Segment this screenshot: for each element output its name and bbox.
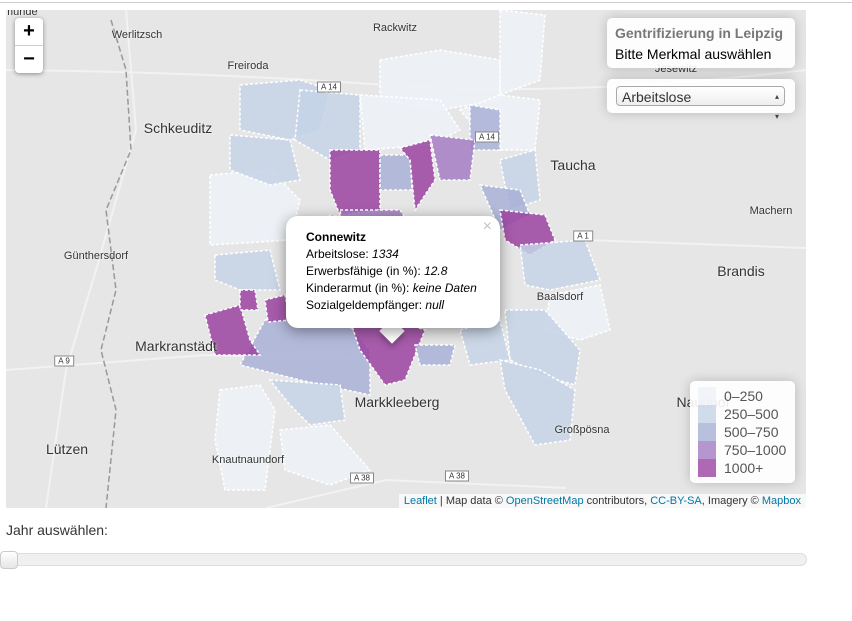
place-label: Taucha <box>550 157 596 173</box>
place-label: Baalsdorf <box>536 291 584 303</box>
select-value: Arbeitslose <box>622 89 692 105</box>
text: , Imagery © <box>701 495 762 507</box>
row-value: null <box>425 298 445 312</box>
place-label: Großpösna <box>554 424 610 436</box>
district <box>214 249 281 291</box>
district <box>429 134 476 181</box>
select-arrow: ▴ ▾ <box>774 92 779 121</box>
legend-swatch <box>698 387 716 405</box>
popup-close[interactable]: × <box>482 218 492 235</box>
row-value: 1334 <box>372 247 399 261</box>
district <box>379 154 413 191</box>
zoom-control: + − <box>15 18 43 73</box>
district <box>214 384 276 491</box>
popup-row: Sozialgeldempfänger: null <box>306 297 477 314</box>
road-shield: A 9 <box>54 355 74 367</box>
slider-handle[interactable] <box>0 551 18 569</box>
place-label: Schkeuditz <box>143 120 213 136</box>
link[interactable]: Mapbox <box>761 495 801 507</box>
place-label: Machern <box>749 205 793 217</box>
info-title: Gentrifizierung in Leipzig <box>615 25 783 41</box>
place-label: smunde <box>6 10 38 18</box>
border <box>100 19 132 508</box>
row-label: Arbeitslose: <box>306 247 369 261</box>
divider <box>0 2 852 3</box>
place-label: Lützen <box>45 441 89 457</box>
district <box>229 134 301 186</box>
popup-row: Kinderarmut (in %): keine Daten <box>306 280 477 297</box>
legend-swatch <box>698 423 716 441</box>
legend-item: 750–1000 <box>698 441 787 459</box>
popup-title: Connewitz <box>306 230 366 244</box>
road-shield: A 38 <box>444 470 470 482</box>
row-value: 12.8 <box>424 264 448 278</box>
place-label: Markranstädt <box>135 338 217 354</box>
district <box>398 139 436 213</box>
legend-item: 1000+ <box>698 459 787 477</box>
popup-row: Erwerbsfähige (in %): 12.8 <box>306 263 477 280</box>
district <box>204 304 262 356</box>
legend-label: 1000+ <box>724 460 764 476</box>
map: smunde Werlitzsch Rackwitz Freiroda Jese… <box>6 10 806 508</box>
link[interactable]: Leaflet <box>403 495 437 507</box>
place-label: Werlitzsch <box>111 29 163 41</box>
district <box>239 289 259 311</box>
district <box>499 358 576 446</box>
info-box: Gentrifizierung in Leipzig Bitte Merkmal… <box>607 18 795 68</box>
slider-label: Jahr auswählen: <box>6 522 108 538</box>
text: | Map data © <box>436 495 506 507</box>
district <box>499 10 546 97</box>
info-subtitle: Bitte Merkmal auswählen <box>615 46 772 62</box>
row-label: Kinderarmut (in %): <box>306 281 410 295</box>
districts <box>204 10 611 491</box>
attribution: Leaflet | Map data © OpenStreetMap contr… <box>398 494 806 508</box>
legend-swatch <box>698 405 716 423</box>
legend-label: 500–750 <box>724 424 779 440</box>
year-slider[interactable] <box>0 551 807 569</box>
popup: × Connewitz Arbeitslose: 1334 Erwerbsfähi… <box>286 216 500 328</box>
legend-label: 750–1000 <box>724 442 787 458</box>
legend-swatch <box>698 441 716 459</box>
legend-label: 0–250 <box>724 388 763 404</box>
legend-item: 0–250 <box>698 387 787 405</box>
district <box>519 239 602 291</box>
map-layer <box>6 10 806 508</box>
select-box: Arbeitslose ▴ ▾ <box>607 79 795 121</box>
place-label: Knautnaundorf <box>211 454 285 466</box>
place-label: Günthersdorf <box>63 250 129 262</box>
legend: 0–250 250–500 500–750 750–1000 1000+ <box>690 381 795 483</box>
place-label: Markkleeberg <box>354 394 440 410</box>
zoom-in[interactable]: + <box>23 20 35 42</box>
zoom-out[interactable]: − <box>15 45 43 73</box>
attribute-select[interactable]: Arbeitslose ▴ ▾ <box>616 86 785 121</box>
popup-rows: Arbeitslose: 1334 Erwerbsfähige (in %): 1… <box>306 246 477 314</box>
place-label: Brandis <box>717 263 765 279</box>
road-shield: A 14 <box>474 131 500 143</box>
place-label: Freiroda <box>227 60 269 72</box>
link[interactable]: OpenStreetMap <box>505 495 584 507</box>
link[interactable]: CC-BY-SA <box>650 495 702 507</box>
district <box>414 344 456 366</box>
row-value: keine Daten <box>412 281 477 295</box>
popup-row: Arbeitslose: 1334 <box>306 246 477 263</box>
legend-swatch <box>698 459 716 477</box>
legend-label: 250–500 <box>724 406 779 422</box>
popup-content: Connewitz Arbeitslose: 1334 Erwerbsfähige… <box>306 229 477 314</box>
road-shield: A 1 <box>573 230 593 242</box>
row-label: Sozialgeldempfänger: <box>306 298 423 312</box>
place-label: Rackwitz <box>372 22 418 34</box>
road-shield: A 38 <box>349 472 375 484</box>
text: contributors, <box>583 495 651 507</box>
legend-item: 250–500 <box>698 405 787 423</box>
district <box>329 149 381 216</box>
legend-item: 500–750 <box>698 423 787 441</box>
row-label: Erwerbsfähige (in %): <box>306 264 421 278</box>
road-shield: A 14 <box>316 81 342 93</box>
district <box>268 379 346 426</box>
